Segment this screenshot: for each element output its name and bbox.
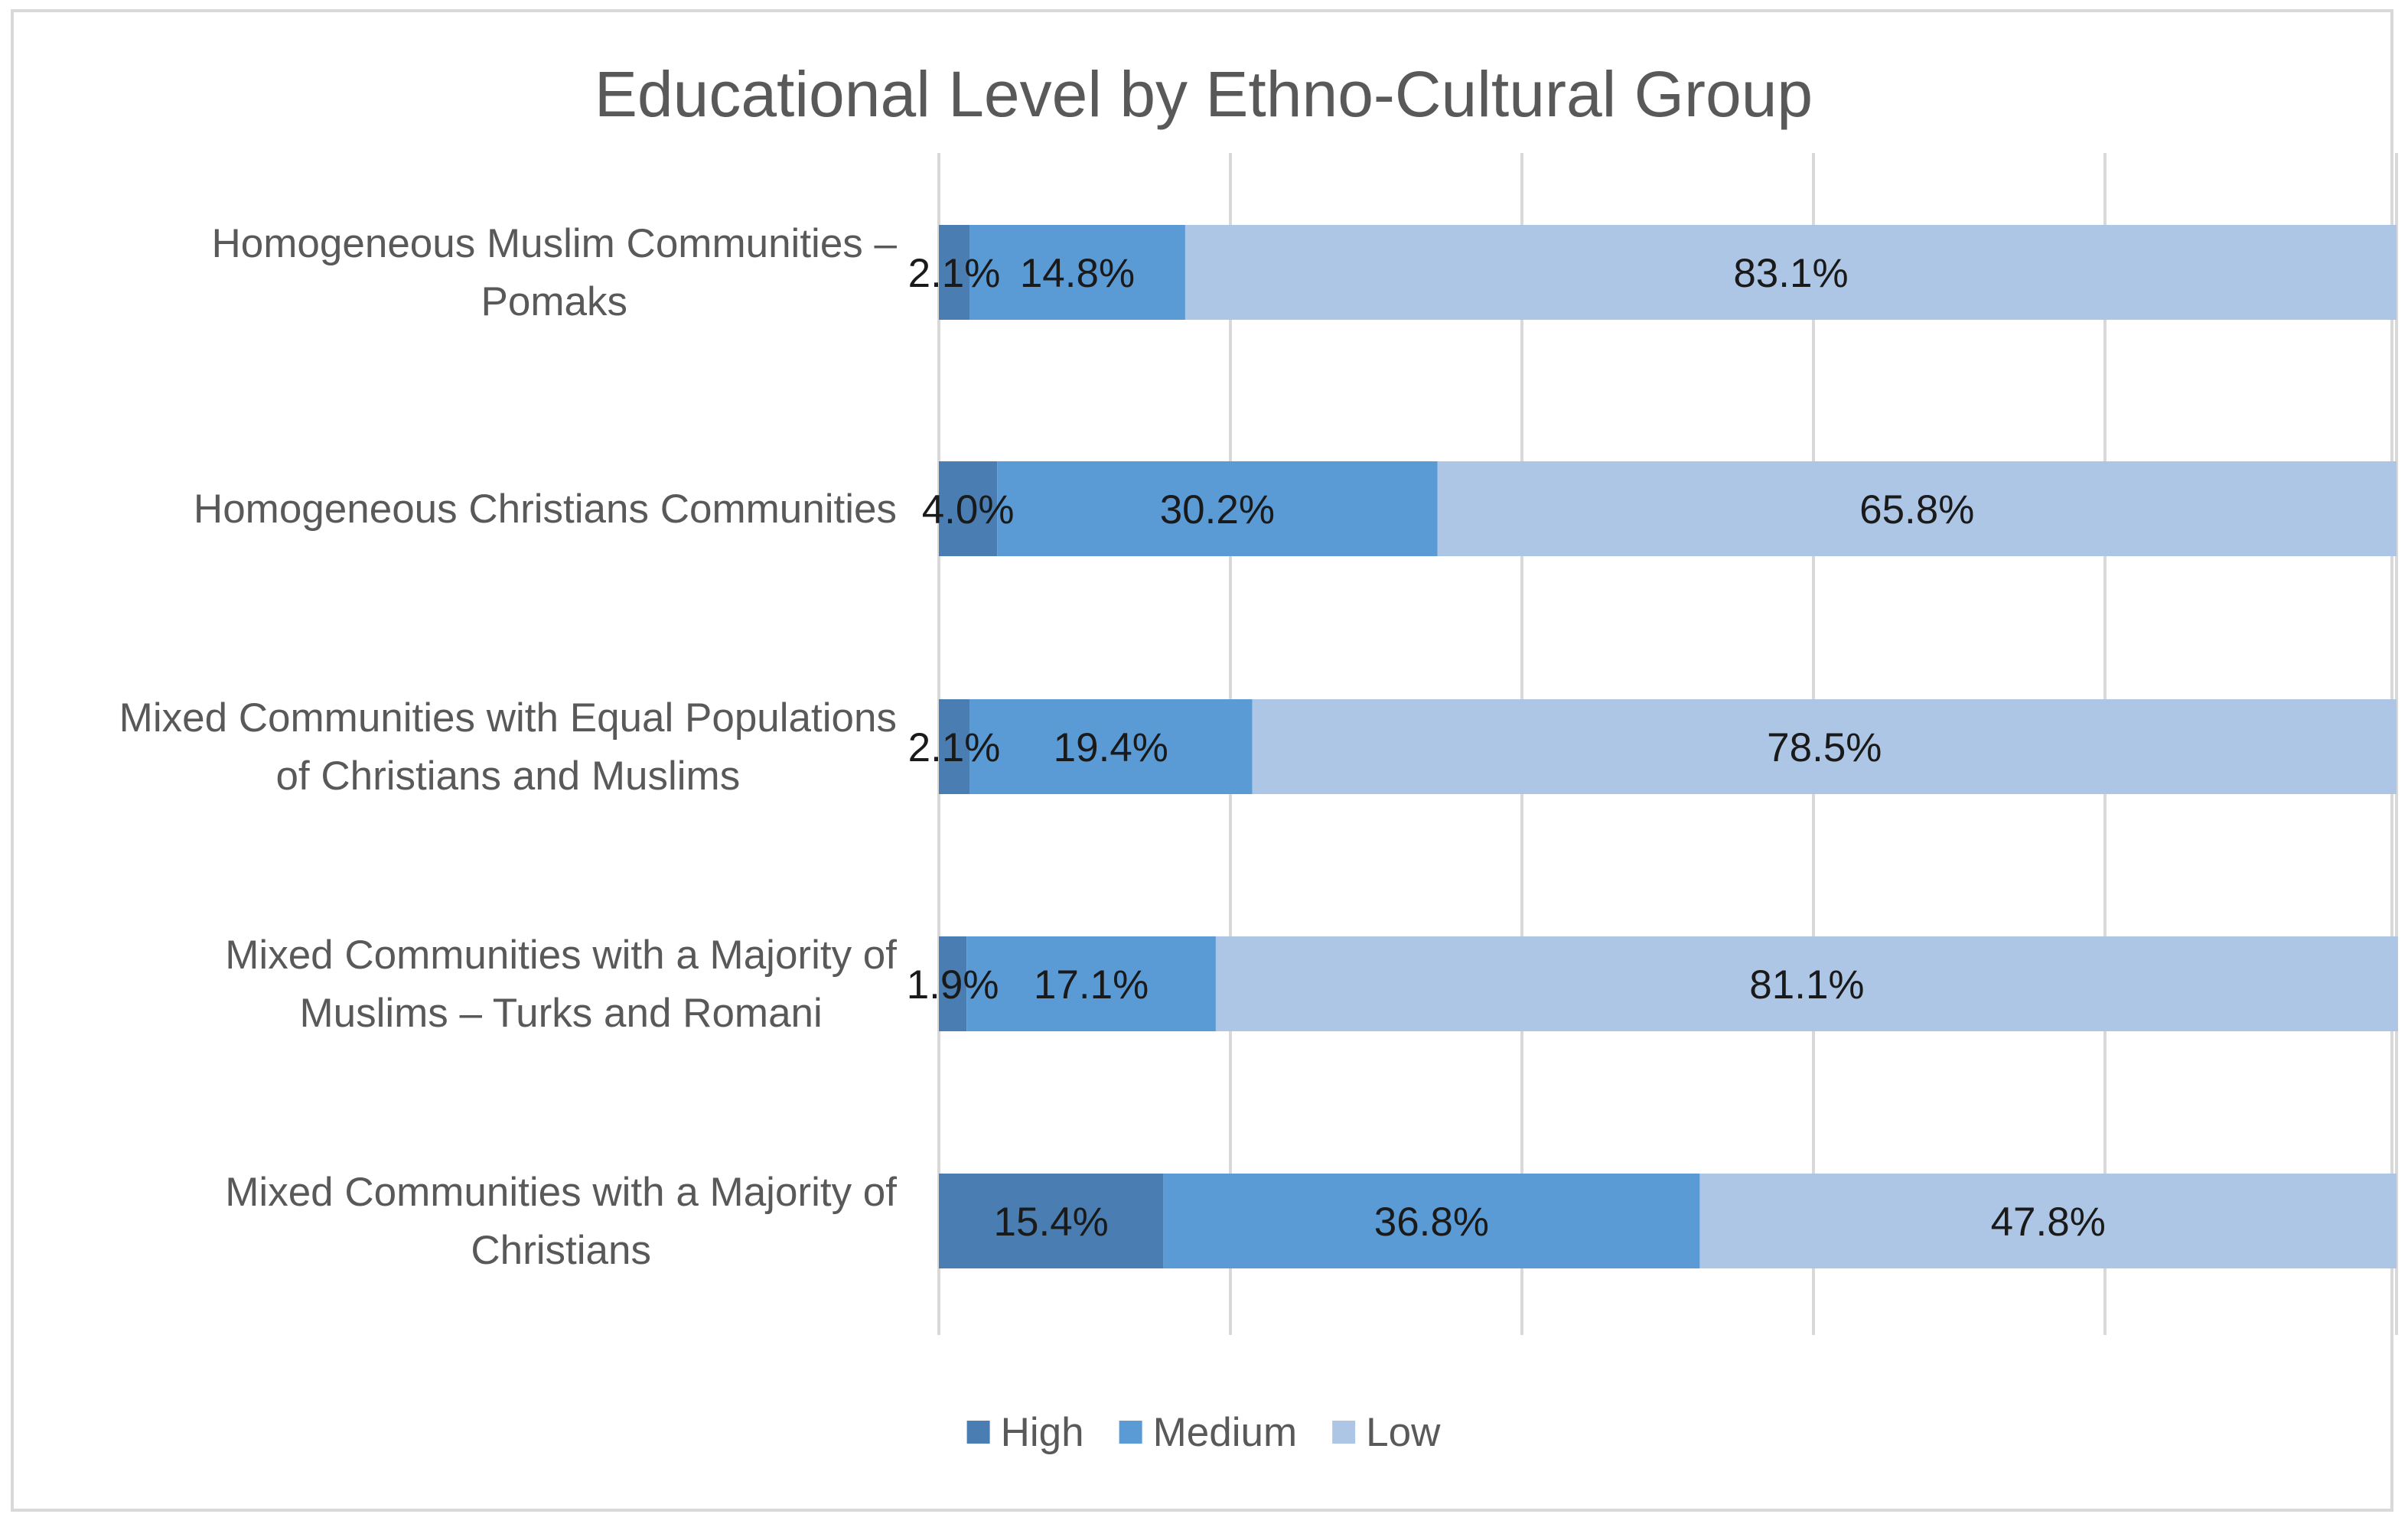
bar-low-0 [1184,225,2397,320]
legend: High Medium Low [966,1410,1441,1455]
category-label-1-line-0: Homogeneous Christians Communities [194,487,897,532]
bar-medium-1 [997,461,1438,556]
data-label-medium-4: 36.8% [1374,1200,1489,1245]
bar-low-1 [1437,461,2397,556]
bar-high-0 [939,225,970,320]
legend-label-high: High [1001,1410,1084,1455]
data-labels: 2.1% 14.8% 83.1% 4.0% 30.2% 65.8% 2.1% 19.4% 78.… [907,251,2106,1245]
data-label-high-1: 4.0% [922,487,1015,532]
data-label-medium-3: 17.1% [1034,962,1149,1008]
data-label-medium-1: 30.2% [1160,487,1275,532]
category-label-0-line-1: Pomaks [481,279,627,324]
legend-swatch-low [1332,1421,1356,1444]
bar-high-2 [939,699,970,794]
bar-medium-2 [969,699,1253,794]
chart-title: Educational Level by Ethno-Cultural Grou… [595,58,1813,130]
data-label-low-1: 65.8% [1859,487,1974,532]
bar-medium-4 [1163,1174,1700,1268]
data-label-high-3: 1.9% [907,962,999,1008]
data-label-medium-2: 19.4% [1054,725,1168,770]
bar-low-4 [1699,1174,2397,1268]
bar-medium-3 [966,936,1216,1031]
bar-high-3 [939,936,967,1031]
data-label-low-4: 47.8% [1991,1200,2106,1245]
category-label-3-line-1: Muslims – Turks and Romani [299,991,822,1036]
data-label-low-3: 81.1% [1749,962,1864,1008]
legend-label-low: Low [1366,1410,1441,1455]
bar-medium-0 [969,225,1185,320]
category-label-2-line-0: Mixed Communities with Equal Populations [119,695,897,741]
legend-item-low: Low [1332,1410,1441,1455]
data-label-high-4: 15.4% [994,1200,1109,1245]
legend-label-medium: Medium [1153,1410,1298,1455]
category-label-4-line-0: Mixed Communities with a Majority of [225,1170,897,1215]
legend-item-medium: Medium [1119,1410,1298,1455]
bar-low-2 [1252,699,2397,794]
data-label-high-0: 2.1% [908,251,1001,296]
category-label-3-line-0: Mixed Communities with a Majority of [225,933,897,978]
legend-swatch-medium [1119,1421,1142,1444]
bar-high-1 [939,461,998,556]
data-label-medium-0: 14.8% [1020,251,1135,296]
legend-swatch-high [966,1421,990,1444]
bar-high-4 [939,1174,1164,1268]
category-axis-labels: Homogeneous Muslim Communities – Pomaks Ho… [119,221,898,1273]
category-label-4-line-1: Christians [471,1228,651,1273]
legend-item-high: High [966,1410,1084,1455]
data-label-high-2: 2.1% [908,725,1001,770]
category-label-0-line-0: Homogeneous Muslim Communities – [212,221,898,266]
bar-low-3 [1215,936,2398,1031]
category-label-2-line-1: of Christians and Muslims [275,754,740,799]
bars [939,225,2398,1268]
data-label-low-0: 83.1% [1733,251,1848,296]
data-label-low-2: 78.5% [1767,725,1882,770]
